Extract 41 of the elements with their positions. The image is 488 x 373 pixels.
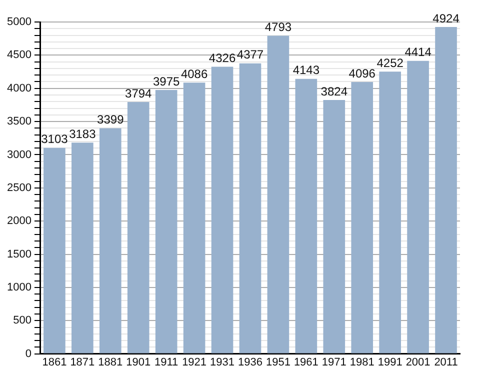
y-tick-label: 3000 [6,148,32,161]
x-tick-label: 1931 [210,356,235,368]
x-tick-label: 1871 [70,356,95,368]
x-tick-label: 1981 [350,356,374,368]
x-tick-label: 1911 [154,356,178,368]
data-label: 4924 [432,11,460,26]
x-tick-label: 2011 [434,356,458,368]
y-tick-label: 4000 [6,82,32,94]
x-tick-label: 1901 [126,356,151,368]
y-tick-label: 4500 [6,49,32,62]
x-tick-label: 1961 [294,356,318,368]
data-label: 3103 [41,132,68,146]
y-tick-label: 0 [25,348,32,360]
y-tick-label: 1000 [6,281,32,294]
data-label: 3183 [69,126,96,141]
data-label: 4086 [180,66,208,81]
y-tick-label: 500 [13,314,32,327]
data-label: 4143 [292,63,320,78]
x-tick-label: 2001 [406,356,430,368]
x-tick-label: 1936 [238,356,262,368]
data-label: 4414 [404,45,432,60]
data-label: 4096 [348,66,376,80]
data-label: 3399 [97,112,124,127]
data-label: 3975 [152,74,180,88]
data-label: 3794 [125,86,152,100]
data-label: 4793 [264,20,292,34]
y-tick-label: 5000 [6,16,32,28]
data-label: 4252 [376,56,404,70]
data-label: 3824 [320,84,348,98]
x-tick-label: 1991 [378,356,402,368]
x-tick-label: 1921 [182,356,207,368]
y-tick-label: 1500 [6,248,32,260]
x-tick-label: 1951 [266,356,290,368]
data-label: 4377 [236,48,264,62]
data-label: 4326 [208,51,236,66]
x-tick-label: 1971 [322,356,346,368]
x-tick-label: 1881 [98,356,123,368]
y-tick-label: 2000 [6,215,32,228]
x-tick-label: 1861 [42,356,67,368]
y-tick-label: 2500 [6,182,32,194]
y-tick-label: 3500 [6,116,32,128]
